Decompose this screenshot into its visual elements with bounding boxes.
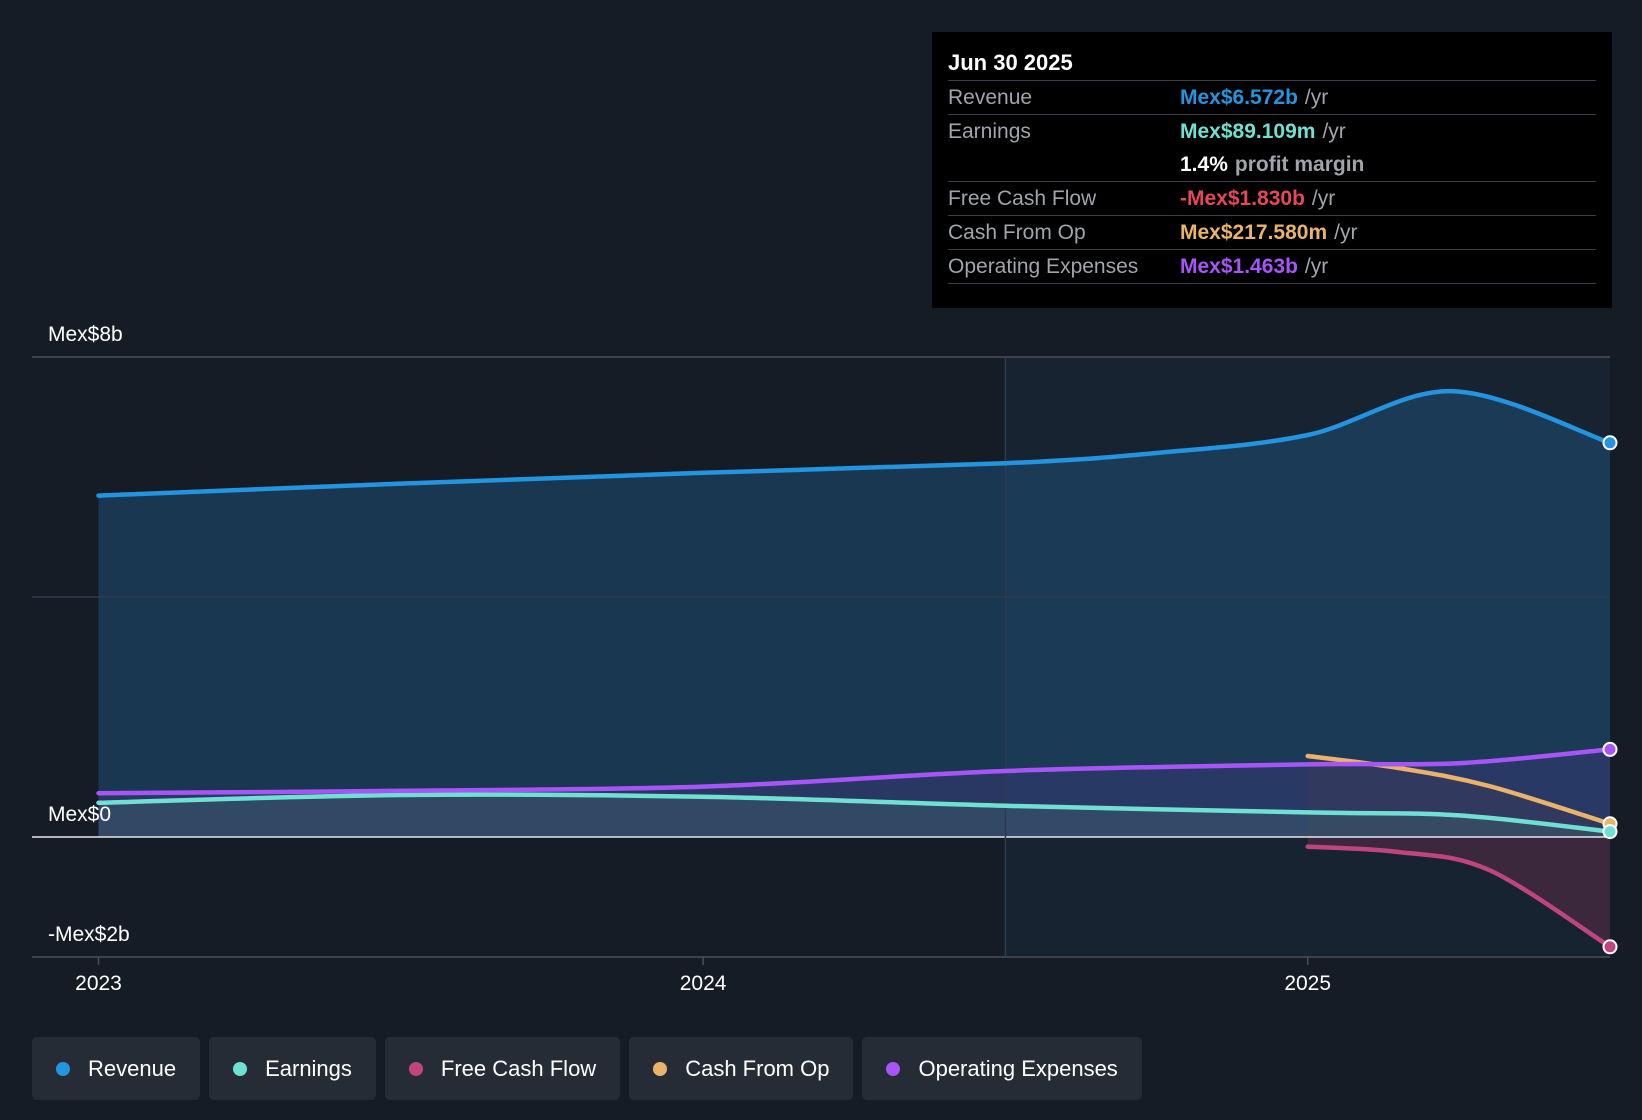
operating-expenses-end-point [1602, 741, 1618, 757]
tooltip-row-fcf: Free Cash Flow -Mex$1.830b /yr [948, 182, 1596, 216]
legend-label: Free Cash Flow [440, 1055, 597, 1081]
legend: Revenue Earnings Free Cash Flow Cash Fro… [32, 1037, 1142, 1100]
tooltip-panel: Jun 30 2025 Revenue Mex$6.572b /yr Earni… [932, 32, 1612, 308]
legend-dot-icon [408, 1061, 423, 1076]
tooltip-fcf-unit: /yr [1311, 187, 1336, 210]
tooltip-row-margin: 1.4% profit margin [948, 148, 1596, 182]
legend-item-cash-from-op[interactable]: Cash From Op [629, 1037, 854, 1100]
operating-expenses-area [98, 749, 1611, 837]
x-tick-label: 2025 [1284, 972, 1331, 995]
tooltip-row-earnings: Earnings Mex$89.109m /yr [948, 115, 1596, 148]
legend-dot-icon [56, 1061, 70, 1076]
tooltip-opex-label: Operating Expenses [948, 255, 1139, 278]
tooltip-margin-unit: profit margin [1234, 153, 1365, 176]
tooltip-cfo-value: Mex$217.580m [1180, 221, 1328, 244]
legend-dot-icon [233, 1061, 248, 1076]
tooltip-earnings-value: Mex$89.109m [1180, 120, 1316, 143]
tooltip-earnings-unit: /yr [1322, 120, 1346, 143]
tooltip-row-cfo: Cash From Op Mex$217.580m /yr [948, 216, 1596, 250]
cash-from-op-line [1305, 753, 1613, 827]
tooltip-row-opex: Operating Expenses Mex$1.463b /yr [948, 250, 1596, 284]
operating-expenses-line [96, 747, 1613, 796]
tooltip-margin-value: 1.4% [1180, 153, 1228, 176]
tooltip-row-revenue: Revenue Mex$6.572b /yr [948, 81, 1596, 115]
earnings-line [96, 792, 1613, 834]
tooltip-revenue-label: Revenue [948, 86, 1033, 109]
tooltip-opex-value: Mex$1.463b [1180, 255, 1298, 278]
tooltip-revenue-unit: /yr [1304, 86, 1329, 109]
legend-item-revenue[interactable]: Revenue [32, 1037, 201, 1100]
legend-label: Earnings [265, 1055, 352, 1081]
tooltip-revenue-value: Mex$6.572b [1180, 86, 1298, 109]
legend-item-operating-expenses[interactable]: Operating Expenses [862, 1037, 1142, 1100]
tooltip-opex-unit: /yr [1304, 255, 1329, 278]
tooltip-cfo-unit: /yr [1334, 221, 1358, 244]
legend-label: Cash From Op [685, 1055, 830, 1081]
cash-from-op-area [1307, 756, 1610, 837]
y-tick-label: Mex$8b [48, 323, 123, 346]
earnings-end-point [1602, 824, 1618, 840]
revenue-end-point [1602, 435, 1618, 451]
legend-label: Revenue [88, 1055, 177, 1081]
tooltip-date: Jun 30 2025 [948, 46, 1596, 81]
tooltip-fcf-value: -Mex$1.830b [1180, 187, 1305, 210]
legend-dot-icon [886, 1061, 901, 1076]
revenue-area [98, 391, 1611, 837]
legend-item-free-cash-flow[interactable]: Free Cash Flow [384, 1037, 621, 1100]
free-cash-flow-end-point [1602, 939, 1618, 955]
tooltip-earnings-label: Earnings [948, 120, 1031, 143]
x-tick-label: 2024 [680, 972, 727, 995]
revenue-line [96, 388, 1613, 498]
tooltip-cfo-label: Cash From Op [948, 221, 1086, 244]
y-tick-label: Mex$0 [48, 803, 111, 826]
legend-label: Operating Expenses [918, 1055, 1118, 1081]
tooltip-fcf-label: Free Cash Flow [948, 187, 1097, 210]
legend-dot-icon [653, 1061, 668, 1076]
x-tick-label: 2023 [75, 972, 122, 995]
free-cash-flow-area [1307, 837, 1610, 947]
legend-item-earnings[interactable]: Earnings [209, 1037, 376, 1100]
free-cash-flow-line [1305, 844, 1613, 950]
earnings-area [98, 794, 1611, 837]
y-tick-label: -Mex$2b [48, 923, 130, 946]
